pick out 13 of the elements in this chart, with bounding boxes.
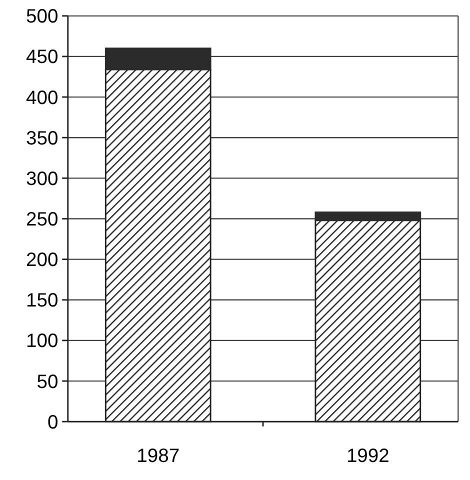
y-tick-label: 500 <box>26 6 58 28</box>
y-tick-label: 250 <box>26 210 58 231</box>
x-tick-label: 1987 <box>136 446 180 468</box>
y-tick-label: 100 <box>26 331 58 352</box>
y-tick-label: 300 <box>26 168 58 190</box>
y-tick-label: 200 <box>26 250 58 272</box>
y-tick-label: 350 <box>26 128 58 150</box>
y-tick-label: 150 <box>26 290 58 312</box>
x-tick-label: 1992 <box>346 446 390 468</box>
y-tick-label: 50 <box>36 372 58 393</box>
y-tick-label: 450 <box>26 47 58 68</box>
y-tick-label: 400 <box>26 88 58 109</box>
y-tick-label: 0 <box>47 412 58 434</box>
